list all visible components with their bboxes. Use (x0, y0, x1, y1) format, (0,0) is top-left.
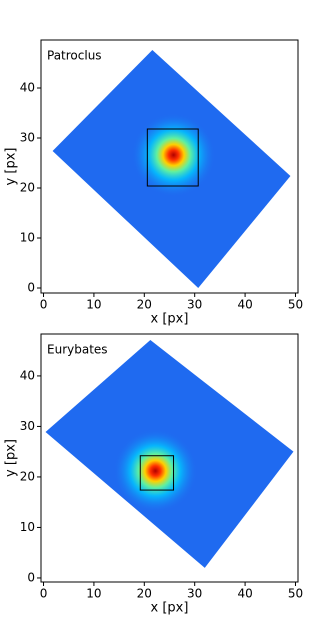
image-layer (113, 428, 198, 513)
plot-frame (40, 333, 299, 583)
y-tick-label: 20 (20, 181, 35, 195)
x-tick-label: 20 (137, 587, 152, 601)
y-axis-label: y [px] (4, 439, 19, 477)
x-axis-label: x [px] (151, 312, 189, 327)
x-tick-label: 30 (187, 587, 202, 601)
y-tick-label: 40 (20, 368, 35, 382)
panel-title: Patroclus (47, 49, 102, 63)
source-psf (131, 113, 216, 197)
y-axis-label: y [px] (4, 148, 19, 186)
y-tick-label: 10 (20, 231, 35, 245)
x-tick-label: 50 (288, 587, 303, 601)
y-tick-label: 40 (20, 81, 35, 95)
image-layer (131, 113, 216, 197)
x-tick-label: 20 (137, 298, 152, 312)
x-tick-label: 10 (86, 587, 101, 601)
x-tick-label: 40 (237, 298, 252, 312)
y-tick-label: 30 (20, 419, 35, 433)
x-tick-label: 10 (86, 298, 101, 312)
source-psf (113, 428, 198, 513)
x-tick-label: 50 (288, 298, 303, 312)
panel-title: Eurybates (47, 343, 108, 357)
y-tick-label: 30 (20, 131, 35, 145)
y-tick-label: 0 (27, 570, 35, 584)
y-tick-label: 10 (20, 520, 35, 534)
x-axis-label: x [px] (151, 601, 189, 616)
aperture-box (139, 455, 175, 491)
x-tick-label: 0 (40, 587, 48, 601)
x-tick-label: 40 (237, 587, 252, 601)
y-tick-label: 0 (27, 281, 35, 295)
plot-frame (40, 39, 299, 294)
x-tick-label: 30 (187, 298, 202, 312)
x-tick-label: 0 (40, 298, 48, 312)
aperture-box (146, 128, 199, 187)
y-tick-label: 20 (20, 469, 35, 483)
